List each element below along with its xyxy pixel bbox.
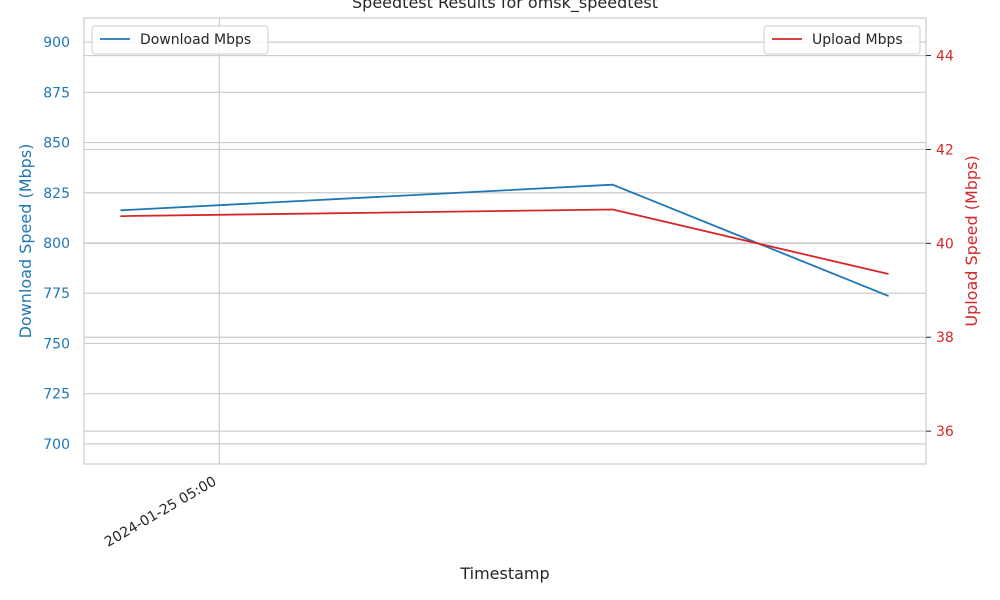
- y-left-tick-label: 775: [43, 286, 70, 302]
- legend-left-box: [91, 25, 269, 55]
- chart-title: Speedtest Results for omsk_speedtest: [352, 0, 658, 13]
- y-left-tick-label: 800: [43, 236, 70, 252]
- y-left-tick-label: 725: [43, 387, 70, 403]
- download-point: [887, 295, 889, 297]
- download-point: [611, 183, 614, 186]
- y-axis-left-label: Download Speed (Mbps): [16, 144, 35, 339]
- download-point: [120, 209, 122, 212]
- y-left-tick-label: 700: [43, 437, 70, 453]
- upload-point: [887, 273, 889, 275]
- y-axis-right: 36 38 40 42 44: [926, 49, 954, 440]
- upload-point: [611, 208, 614, 211]
- y-right-tick-label: 40: [936, 236, 954, 252]
- upload-line: [120, 208, 889, 275]
- y-left-tick-label: 900: [43, 35, 70, 51]
- y-left-tick-label: 825: [43, 186, 70, 202]
- x-tick-label: 2024-01-25 05:00: [102, 474, 219, 551]
- y-right-tick-label: 38: [936, 330, 954, 346]
- legend-download-label: Download Mbps: [140, 32, 251, 48]
- grid: [84, 18, 926, 464]
- y-left-tick-label: 750: [43, 336, 70, 352]
- y-right-tick-label: 36: [936, 424, 954, 440]
- series-lines: [120, 183, 889, 297]
- y-right-tick-label: 42: [936, 142, 954, 158]
- y-left-tick-label: 875: [43, 85, 70, 101]
- y-axis-right-label: Upload Speed (Mbps): [962, 155, 981, 326]
- x-axis-label: Timestamp: [459, 564, 549, 583]
- y-axis-left: 700 725 750 775 800 825 850 875 900: [43, 35, 70, 453]
- download-line: [120, 183, 889, 297]
- y-left-tick-label: 850: [43, 136, 70, 152]
- legend-right: Upload Mbps: [763, 25, 921, 55]
- legend-left: Download Mbps: [91, 25, 269, 55]
- upload-point: [120, 215, 122, 217]
- x-axis: 2024-01-25 05:00: [102, 474, 219, 551]
- legend-upload-label: Upload Mbps: [812, 32, 903, 48]
- plot-frame: [83, 17, 927, 465]
- y-right-tick-label: 44: [936, 49, 954, 65]
- legend-right-box: [763, 25, 921, 55]
